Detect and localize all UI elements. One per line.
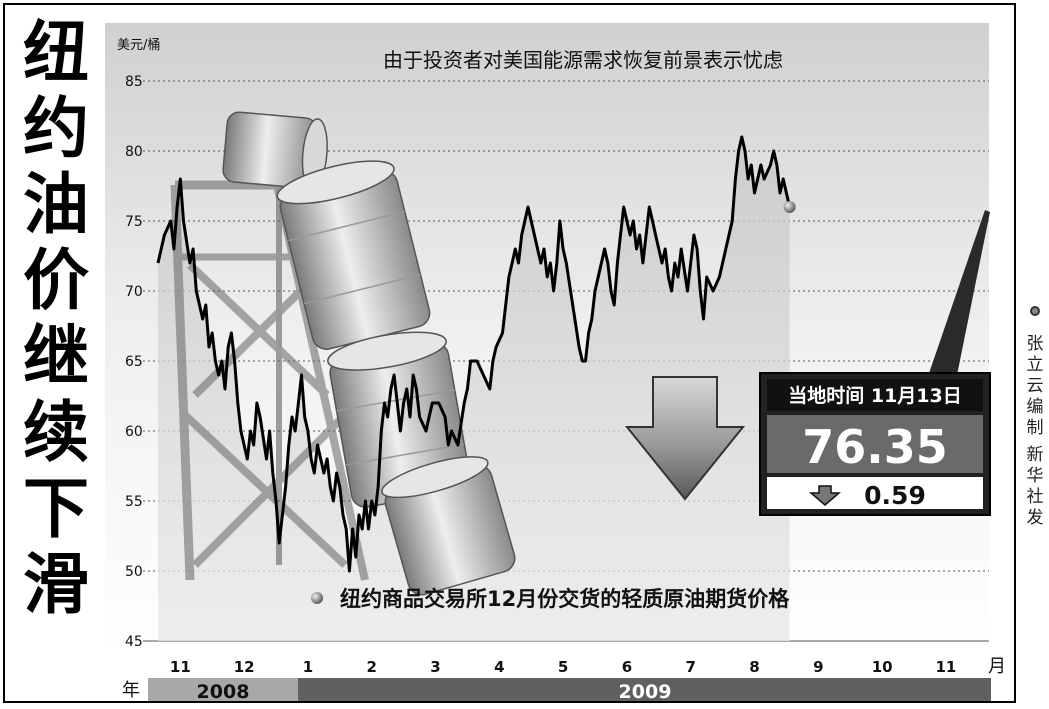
y-axis-unit-label: 美元/桶 (117, 38, 160, 53)
headline-char: 价 (23, 242, 89, 319)
x-month-tick-label: 12 (234, 658, 255, 676)
graphic-frame: 纽约油价继续下滑 (3, 3, 1016, 703)
y-tick-labels: 45 50 55 60 65 70 75 80 85 (125, 74, 143, 650)
y-tick-label: 85 (125, 74, 143, 90)
credit-char: 云 (1026, 376, 1044, 396)
x-month-tick-label: 11 (935, 658, 956, 676)
x-month-tick-label: 3 (430, 658, 440, 676)
headline-char: 继 (23, 318, 89, 395)
credit-char: 立 (1026, 355, 1044, 375)
credit-vertical: 张立云编制新华社发 (1024, 306, 1046, 529)
price-callout-box: 当地时间 11月13日 76.35 0.59 (759, 372, 991, 516)
callout-price: 76.35 (802, 420, 948, 474)
year-band-2009 (298, 678, 991, 701)
year-label-2009: 2009 (619, 681, 672, 703)
x-month-tick-label: 9 (813, 658, 823, 676)
x-month-tick-label: 7 (686, 658, 696, 676)
headline-vertical: 纽约油价继续下滑 (13, 15, 99, 623)
year-axis-unit: 年 (122, 680, 140, 701)
y-tick-label: 65 (125, 354, 143, 370)
x-month-tick-label: 2 (367, 658, 377, 676)
chart-subtitle: 由于投资者对美国能源需求恢复前景表示忧虑 (383, 48, 783, 72)
callout-change: 0.59 (864, 481, 926, 510)
credit-char: 编 (1026, 397, 1044, 417)
x-month-tick-label: 8 (749, 658, 759, 676)
credit-char: 发 (1026, 508, 1044, 528)
y-tick-label: 60 (125, 424, 143, 440)
month-axis-unit: 月 (988, 656, 1006, 677)
x-month-tick-label: 11 (170, 658, 191, 676)
credit-char: 张 (1026, 334, 1044, 354)
callout-header: 当地时间 11月13日 (788, 384, 962, 407)
credit-char: 社 (1026, 487, 1044, 507)
last-price-marker (783, 201, 796, 213)
x-month-tick-label: 4 (494, 658, 504, 676)
headline-char: 纽 (23, 14, 89, 91)
legend: 纽约商品交易所12月份交货的轻质原油期货价格 (311, 587, 790, 611)
price-line (156, 135, 792, 573)
x-month-labels: 11 12 1 2 3 4 5 6 7 8 9 10 11 (170, 658, 956, 676)
credit-char: 华 (1026, 466, 1044, 486)
x-month-tick-label: 10 (872, 658, 893, 676)
price-area-fill (158, 137, 790, 641)
y-tick-label: 80 (125, 144, 143, 160)
legend-marker (311, 592, 323, 604)
x-month-tick-label: 1 (303, 658, 313, 676)
xinhua-logo-icon (1030, 306, 1040, 316)
headline-char: 滑 (23, 546, 89, 623)
callout-pointer (925, 210, 990, 385)
year-band: 2008 2009 (148, 678, 991, 703)
year-label-2008: 2008 (197, 681, 250, 703)
headline-char: 油 (23, 166, 89, 243)
x-month-tick-label: 6 (622, 658, 632, 676)
legend-label: 纽约商品交易所12月份交货的轻质原油期货价格 (340, 587, 790, 611)
headline-char: 下 (23, 470, 89, 547)
y-tick-label: 55 (125, 494, 143, 510)
year-band-2008 (148, 678, 298, 701)
y-tick-label: 50 (125, 564, 143, 580)
credit-char: 新 (1026, 445, 1044, 465)
y-tick-label: 45 (125, 634, 143, 650)
y-tick-label: 75 (125, 214, 143, 230)
headline-char: 续 (23, 394, 89, 471)
y-tick-label: 70 (125, 284, 143, 300)
credit-char: 制 (1026, 418, 1044, 438)
x-month-tick-label: 5 (558, 658, 568, 676)
callout-down-arrow-icon (808, 485, 842, 506)
oil-price-chart: 美元/桶 由于投资者对美国能源需求恢复前景表示忧虑 45505560657075… (105, 23, 1006, 703)
headline-char: 约 (23, 90, 89, 167)
down-arrow-graphic (624, 376, 746, 501)
